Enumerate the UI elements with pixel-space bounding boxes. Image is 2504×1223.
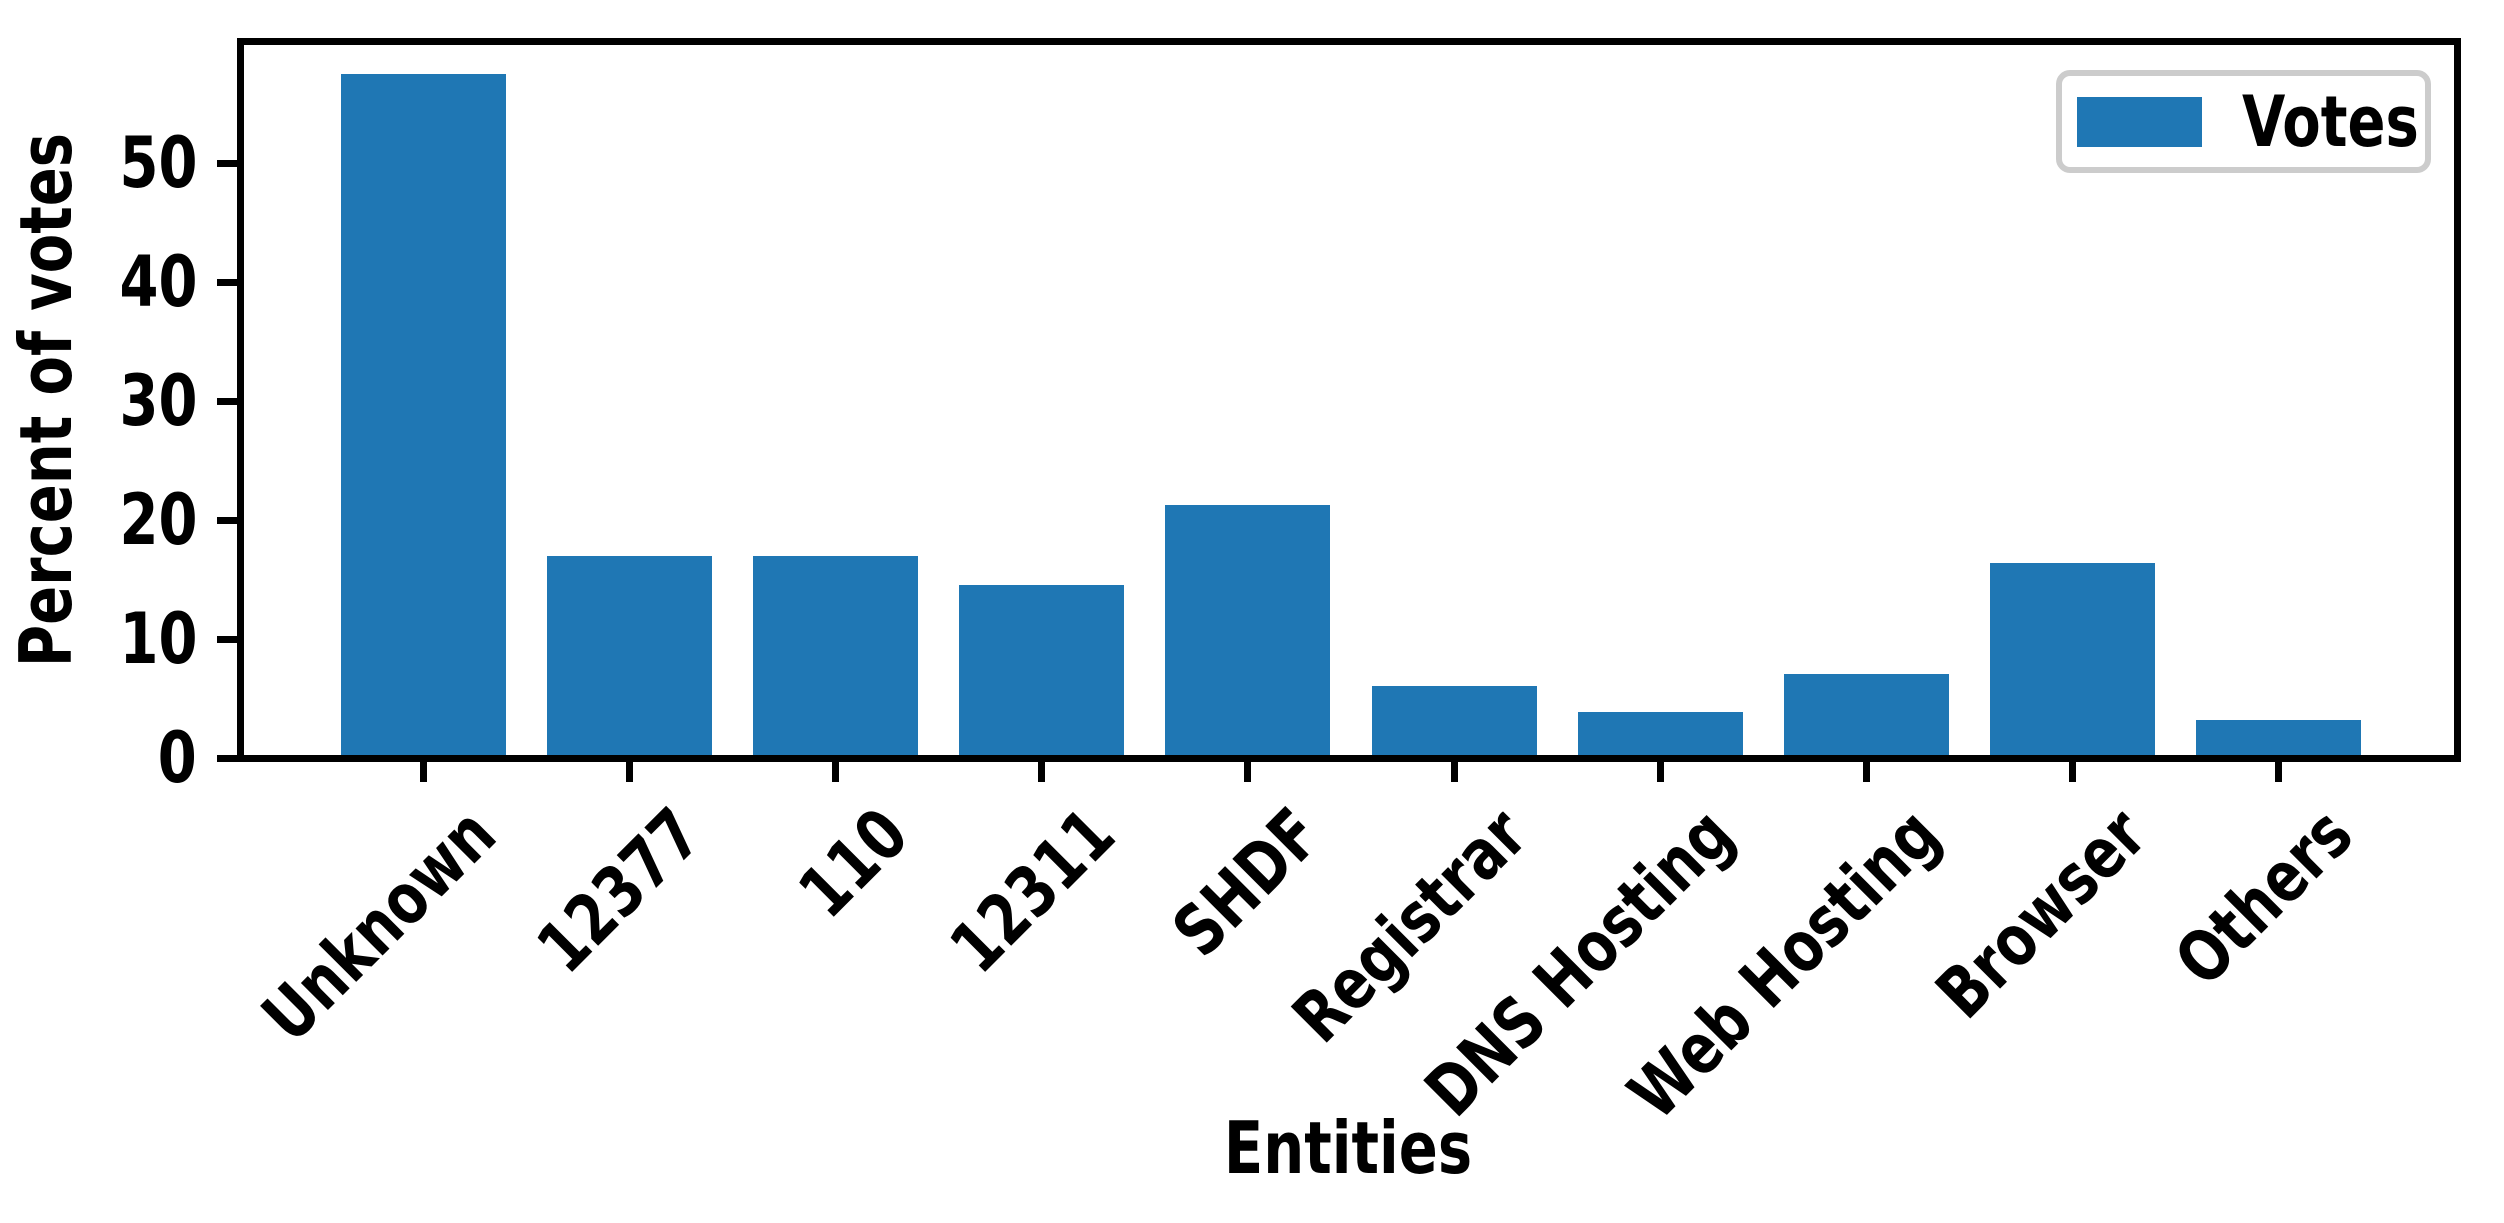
- legend-swatch: [2077, 96, 2202, 147]
- x-tick-mark: [1451, 762, 1458, 782]
- legend: Votes: [2056, 70, 2431, 173]
- bar-browser: [1990, 563, 2155, 755]
- bar-dns-hosting: [1578, 712, 1743, 755]
- bar-unknown: [341, 74, 506, 755]
- bar-registrar: [1372, 686, 1537, 755]
- y-tick-mark: [217, 398, 237, 405]
- x-tick-mark: [1657, 762, 1664, 782]
- y-tick-label-10: 10: [119, 598, 197, 680]
- x-tick-label-shdf: SHDF: [1157, 792, 1337, 973]
- x-tick-label-12377: 12377: [521, 792, 718, 989]
- bar-12377: [547, 556, 712, 755]
- y-tick-mark: [217, 755, 237, 762]
- x-tick-label-12311: 12311: [934, 792, 1131, 989]
- x-tick-mark: [1244, 762, 1251, 782]
- x-tick-mark: [2069, 762, 2076, 782]
- bar-shdf: [1165, 505, 1330, 755]
- y-tick-mark: [217, 279, 237, 286]
- y-tick-label-50: 50: [119, 122, 197, 204]
- bar-12311: [959, 585, 1124, 755]
- x-tick-mark: [1038, 762, 1045, 782]
- x-tick-label-browser: Browser: [1920, 792, 2162, 1035]
- x-tick-label-unknown: Unknown: [246, 792, 512, 1058]
- y-tick-mark: [217, 160, 237, 167]
- x-tick-label-others: Others: [2159, 792, 2368, 1002]
- x-tick-label-110: 110: [783, 792, 924, 934]
- y-tick-label-0: 0: [158, 717, 197, 799]
- y-axis-title: Percent of votes: [4, 132, 88, 668]
- y-tick-mark: [217, 517, 237, 524]
- x-tick-mark: [2275, 762, 2282, 782]
- y-tick-label-30: 30: [119, 360, 197, 442]
- x-tick-mark: [420, 762, 427, 782]
- x-tick-mark: [1863, 762, 1870, 782]
- x-tick-mark: [626, 762, 633, 782]
- y-tick-label-20: 20: [119, 479, 197, 561]
- bar-others: [2196, 720, 2361, 755]
- bar-110: [753, 556, 918, 755]
- y-tick-mark: [217, 636, 237, 643]
- bar-web-hosting: [1784, 674, 1949, 755]
- y-tick-label-40: 40: [119, 241, 197, 323]
- x-tick-mark: [832, 762, 839, 782]
- x-axis-title: Entities: [1223, 1106, 1473, 1190]
- legend-label: Votes: [2242, 80, 2419, 163]
